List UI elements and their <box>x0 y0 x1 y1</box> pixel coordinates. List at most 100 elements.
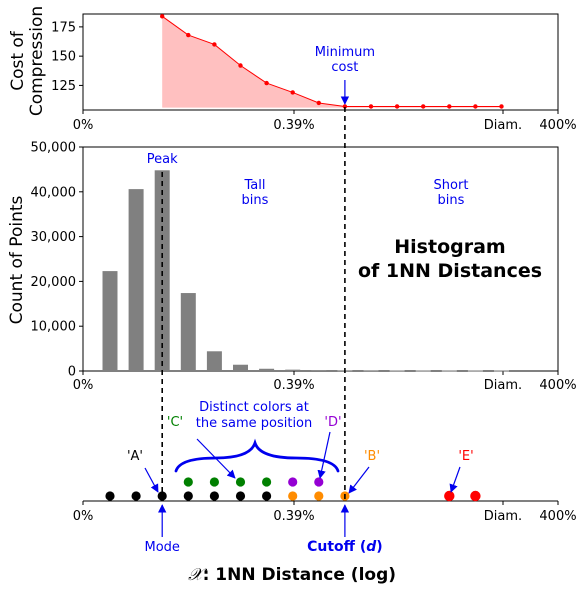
scatter-point <box>209 491 219 501</box>
cost-xtick-label: 0% <box>73 118 94 133</box>
distinct-colors-brace <box>174 438 340 473</box>
tall-bins-annotation-line-1: Tall <box>244 178 266 193</box>
hist-bar <box>102 271 118 371</box>
axes-layer <box>79 13 559 505</box>
cutoff-text: Cutoff ( <box>307 539 366 555</box>
scatter-point <box>235 491 246 501</box>
hist-ytick-label: 50,000 <box>31 141 77 156</box>
arrow-to-e <box>449 466 461 493</box>
cost-point <box>212 42 217 47</box>
hist-ytick-label: 20,000 <box>31 275 77 290</box>
hist-xtick-label: Diam. <box>484 378 522 393</box>
hist-bar <box>206 351 222 371</box>
cost-ylabel-line-1: Cost of <box>8 30 28 91</box>
scatter-xtick-label: 400% <box>539 509 576 524</box>
hist-ylabel: Count of Points <box>7 195 27 324</box>
hist-ytick-label: 30,000 <box>31 230 77 245</box>
hist-bar <box>154 170 170 371</box>
hist-bar <box>389 370 405 372</box>
scatter-point <box>183 477 193 487</box>
cost-point <box>316 100 321 106</box>
scatter-point <box>105 491 115 501</box>
min-cost-annotation-line-1: Minimum <box>315 45 375 60</box>
scatter-point <box>314 477 324 487</box>
point-label-3: 'D' <box>324 415 341 430</box>
scatter-point <box>235 477 246 487</box>
text-layer: 125 150 175 0% 0.39% Diam. 400% Cost of Compress… <box>7 6 577 585</box>
cost-point <box>473 104 478 109</box>
scatter-point <box>444 490 455 502</box>
scatter-xtick-label: 0% <box>73 509 94 524</box>
short-bins-annotation-line-2: bins <box>438 193 465 208</box>
cost-point <box>342 104 348 109</box>
cost-xtick-label: Diam. <box>484 118 522 133</box>
hist-bar <box>363 370 379 372</box>
arrow-to-d <box>317 431 331 479</box>
cost-point <box>186 32 191 38</box>
scatter-point <box>288 477 298 487</box>
min-cost-annotation-line-2: cost <box>331 60 358 75</box>
cost-point <box>290 90 295 95</box>
cutoff-annotation: Cutoff (d) <box>307 539 383 555</box>
arrow-to-a <box>144 467 159 493</box>
tall-bins-annotation-line-2: bins <box>242 193 269 208</box>
scatter-point <box>262 491 272 501</box>
cost-point <box>238 63 243 68</box>
hist-xtick-label: 0% <box>73 378 94 393</box>
hist-bar <box>259 368 275 371</box>
hist-bar <box>311 370 327 371</box>
cost-point <box>499 104 504 109</box>
cost-point <box>264 80 269 86</box>
distinct-colors-annotation-line-1: Distinct colors at <box>199 400 309 415</box>
scatter-point <box>470 490 481 502</box>
xlabel-text: : 1NN Distance (log) <box>203 565 396 585</box>
hist-ytick-label: 40,000 <box>31 185 77 200</box>
cost-xtick-label: 400% <box>539 118 576 133</box>
mode-annotation: Mode <box>144 540 179 555</box>
cost-ytick-label: 125 <box>51 79 76 94</box>
cost-point <box>394 104 400 109</box>
hist-xtick-label: 0.39% <box>273 378 314 393</box>
scatter-xtick-label: Diam. <box>484 509 522 524</box>
cost-point <box>421 104 426 109</box>
point-label-4: 'B' <box>364 449 380 464</box>
hist-bar <box>180 293 196 371</box>
cutoff-variable: d <box>366 539 377 555</box>
cost-ytick-label: 150 <box>51 50 76 65</box>
scatter-point <box>288 491 298 501</box>
hist-bar <box>494 370 509 372</box>
point-label-2: 'C' <box>167 415 183 430</box>
cost-ylabel-line-2: Compression <box>27 6 47 116</box>
cost-axes-frame <box>82 13 559 111</box>
hist-bar <box>233 364 248 371</box>
cost-point <box>160 14 165 19</box>
scatter-point <box>131 491 141 501</box>
cutoff-close: ) <box>376 539 382 555</box>
cost-xtick-label: 0.39% <box>273 118 314 133</box>
peak-annotation: Peak <box>147 152 178 167</box>
cost-point <box>447 104 452 109</box>
scatter-xlabel: 𝒳: 1NN Distance (log) <box>188 565 396 585</box>
point-label-1: 'A' <box>127 449 143 464</box>
hist-ytick-label: 0 <box>68 365 76 380</box>
marks-layer <box>102 14 509 537</box>
hist-bar <box>467 370 483 372</box>
hist-bar <box>415 370 431 372</box>
scatter-point <box>262 477 272 487</box>
hist-bar <box>441 370 457 372</box>
cost-area-fill <box>162 16 502 108</box>
cost-ytick-label: 175 <box>51 20 76 35</box>
scatter-xtick-label: 0.39% <box>273 509 314 524</box>
scatter-point <box>183 491 193 501</box>
hist-bar <box>285 369 301 371</box>
hist-ytick-label: 10,000 <box>31 320 77 335</box>
scatter-point <box>209 477 219 487</box>
scatter-point <box>314 491 324 501</box>
cost-point <box>368 104 374 109</box>
arrow-to-b <box>348 466 370 494</box>
point-label-5: 'E' <box>458 449 473 464</box>
arrow-to-c <box>196 438 236 479</box>
histogram-title-line-2: of 1NN Distances <box>358 260 542 282</box>
distinct-colors-annotation-line-2: the same position <box>196 416 313 431</box>
